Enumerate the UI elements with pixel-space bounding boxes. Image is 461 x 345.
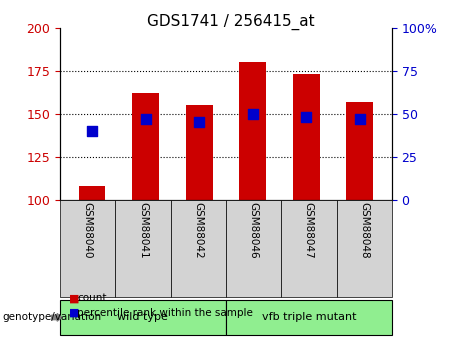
Point	[195, 120, 203, 125]
Text: GSM88040: GSM88040	[83, 202, 93, 258]
Text: ■: ■	[69, 308, 80, 318]
Point	[356, 116, 363, 122]
Point	[142, 116, 149, 122]
Text: GSM88048: GSM88048	[359, 202, 369, 259]
Text: GSM88046: GSM88046	[248, 202, 259, 259]
Text: GSM88041: GSM88041	[138, 202, 148, 259]
Text: GSM88047: GSM88047	[304, 202, 314, 259]
Text: genotype/variation: genotype/variation	[2, 313, 101, 322]
Point	[302, 115, 310, 120]
Point	[249, 111, 256, 117]
Text: count: count	[77, 294, 107, 303]
Text: wild type: wild type	[118, 313, 168, 322]
Bar	[346, 102, 373, 200]
Bar	[239, 62, 266, 200]
Point	[89, 128, 96, 134]
Text: ■: ■	[69, 294, 80, 303]
Text: vfb triple mutant: vfb triple mutant	[262, 313, 356, 322]
Bar	[293, 74, 319, 200]
Bar	[79, 186, 106, 200]
Bar	[132, 93, 159, 200]
Bar	[186, 105, 213, 200]
Text: GDS1741 / 256415_at: GDS1741 / 256415_at	[147, 14, 314, 30]
Text: GSM88042: GSM88042	[193, 202, 203, 259]
Text: percentile rank within the sample: percentile rank within the sample	[77, 308, 254, 318]
